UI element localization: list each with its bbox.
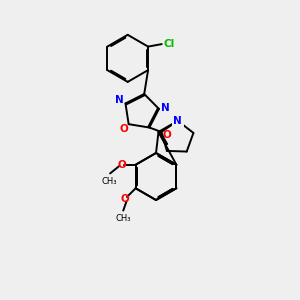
Text: N: N <box>161 103 170 113</box>
Text: O: O <box>120 124 128 134</box>
Text: O: O <box>117 160 126 170</box>
Text: O: O <box>162 130 171 140</box>
Text: CH₃: CH₃ <box>101 177 117 186</box>
Text: N: N <box>116 95 124 106</box>
Text: O: O <box>121 194 129 204</box>
Text: CH₃: CH₃ <box>116 214 131 223</box>
Text: Cl: Cl <box>164 39 175 49</box>
Text: N: N <box>173 116 182 126</box>
